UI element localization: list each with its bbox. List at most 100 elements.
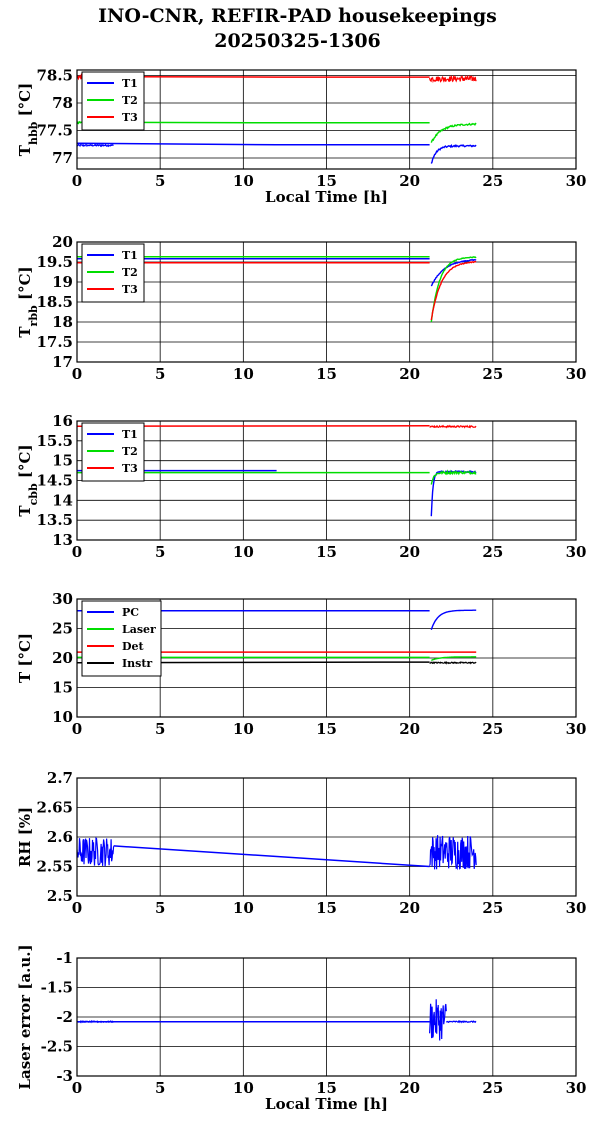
chart-title-block: INO-CNR, REFIR-PAD housekeepings 2025032… [0,4,595,54]
chart-subtitle: 20250325-1306 [214,30,381,52]
panel6-series [77,999,477,1041]
legend-label: T3 [122,283,138,296]
legend-label: Instr [122,657,152,670]
x-tick-label: 25 [482,365,503,383]
y-tick-label: 13.5 [36,511,73,529]
y-axis-label: Tcbb [°C] [16,444,40,516]
panel6-series-line-noise [429,999,447,1041]
y-axis-label-unit: [°C] [16,444,34,483]
y-tick-label: 2.7 [47,769,73,787]
plot-frame [76,69,577,170]
y-axis-label-main: T [16,505,34,517]
panel6-series-line-noise [445,1019,477,1024]
y-axis-label-unit: [°C] [16,266,34,305]
y-tick-label: 77.5 [36,122,73,140]
x-tick-label: 0 [72,172,82,190]
panel2: 0 5 10 15 20 25 30 17 17.5 18 18.5 19 19.5 20 Trbb [°C… [16,233,586,383]
y-axis-label-sub: hbb [27,121,40,145]
panel5-series-line [113,845,430,868]
panel1-series-t1-recovery [430,143,477,164]
x-tick-label: 25 [482,172,503,190]
panel3-series-t1-recovery [430,469,477,517]
x-tick-label: 20 [399,1079,420,1097]
y-axis-label-main: T [16,326,34,338]
panel1: 0 5 10 15 20 25 30 77 77.5 78 78.5 Local Time [h] Th… [16,67,586,207]
x-tick-label: 20 [399,365,420,383]
y-tick-label: 18.5 [36,293,73,311]
y-tick-label: 19.5 [36,253,73,271]
x-tick-label: 5 [155,1079,165,1097]
y-tick-label: 2.6 [47,828,73,846]
y-tick-label: 15.5 [36,432,73,450]
y-tick-label: 2.55 [36,858,73,876]
panel3-series-t3-noise [429,424,477,429]
x-tick-label: 5 [155,720,165,738]
panel6: 0 5 10 15 20 25 30 -3 -2.5 -2 -1.5 -1 Local Time [h]… [16,944,586,1113]
x-tick-label: 15 [316,720,337,738]
legend-label: T3 [122,111,138,124]
panel1-series-t3-noise [429,74,477,84]
y-axis-label: Trbb [°C] [16,266,40,337]
x-tick-label: 25 [482,543,503,561]
plot-frame [76,598,577,718]
panel5: 0 5 10 15 20 25 30 2.5 2.55 2.6 2.65 2.7 RH [%] [16,769,586,917]
y-tick-label: 10 [52,708,73,726]
y-tick-label: 20 [52,233,73,251]
legend-label: T1 [122,249,138,262]
x-tick-label: 5 [155,365,165,383]
x-tick-label: 25 [482,899,503,917]
y-tick-label: 25 [52,620,73,638]
panel3-series-t2-recovery [430,469,477,485]
legend: PC Laser Det Instr [81,600,162,677]
x-tick-label: 0 [72,543,82,561]
x-tick-label: 30 [566,720,587,738]
y-tick-label: 2.5 [47,887,73,905]
plot-frame [76,420,577,541]
plot-frame [76,777,577,897]
plot-frame [76,957,577,1077]
panel4-series-laser-recovery [431,656,477,662]
panel2-series-t1-recovery [430,258,477,287]
x-tick-label: 20 [399,899,420,917]
plot-frame [76,241,577,363]
y-tick-label: 2.65 [36,799,73,817]
y-axis-label: Laser error [a.u.] [16,944,34,1089]
y-axis-label: RH [%] [16,807,34,867]
x-tick-label: 10 [233,899,254,917]
y-axis-label: Thbb [°C] [16,83,40,156]
panel2-series-t2-recovery [430,256,477,323]
panel4-series-instr-noise [429,661,477,665]
y-tick-label: 15 [52,679,73,697]
y-tick-label: 78 [52,94,73,112]
x-tick-label: 20 [399,172,420,190]
x-tick-label: 0 [72,899,82,917]
y-tick-label: 78.5 [36,67,73,85]
panel5-series-line-noise [429,835,477,871]
y-tick-label: -1.5 [41,979,73,997]
y-axis-label-main: RH [%] [16,807,34,867]
x-tick-label: 15 [316,172,337,190]
panel1-series-t2-recovery [430,122,477,143]
panel1-series-t1 [77,142,430,146]
legend-label: T2 [122,266,138,279]
legend: T1 T2 T3 [81,422,145,482]
x-tick-label: 5 [155,543,165,561]
x-tick-label: 30 [566,1079,587,1097]
y-tick-label: 20 [52,649,73,667]
x-tick-label: 25 [482,720,503,738]
y-tick-label: 18 [52,313,73,331]
y-axis-label-main: Laser error [a.u.] [16,944,34,1089]
y-tick-label: 15 [52,452,73,470]
y-tick-label: -2.5 [41,1038,73,1056]
y-axis-label-sub: cbb [27,483,40,505]
legend-label: Laser [122,623,156,636]
x-axis-label: Local Time [h] [265,1095,388,1113]
legend-label: T1 [122,428,138,441]
x-tick-label: 10 [233,365,254,383]
y-axis-label-main: T [16,144,34,156]
x-tick-label: 10 [233,1079,254,1097]
x-tick-label: 25 [482,1079,503,1097]
y-axis-label-main: T [°C] [16,633,34,683]
y-axis-label-unit: [°C] [16,83,34,122]
